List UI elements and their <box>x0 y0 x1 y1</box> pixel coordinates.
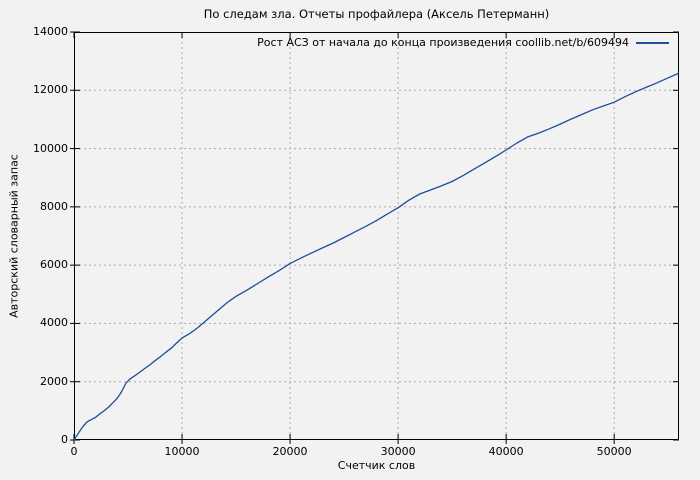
x-tick-label: 0 <box>70 445 78 458</box>
legend-label: Рост АСЗ от начала до конца произведения… <box>257 36 629 49</box>
y-tick-label: 12000 <box>33 83 68 97</box>
x-tick-label: 10000 <box>164 445 200 458</box>
plot-canvas <box>70 31 680 444</box>
series-line <box>73 72 680 441</box>
x-axis-title: Счетчик слов <box>337 459 416 472</box>
y-tick-label: 14000 <box>33 25 68 38</box>
x-tick-label: 50000 <box>596 445 632 458</box>
x-tick-label: 30000 <box>380 445 416 458</box>
y-tick-label: 8000 <box>40 199 68 213</box>
x-tick-label: 40000 <box>488 445 524 458</box>
y-axis-title: Авторский словарный запас <box>7 154 21 318</box>
plot-area: Рост АСЗ от начала до конца произведения… <box>70 31 680 444</box>
chart-title: По следам зла. Отчеты профайлера (Аксель… <box>203 7 550 21</box>
y-tick-label: 10000 <box>33 141 68 155</box>
x-tick-label: 20000 <box>272 445 308 458</box>
y-tick-label: 6000 <box>40 258 68 272</box>
plot-border <box>74 32 679 440</box>
y-tick-label: 2000 <box>40 374 68 388</box>
legend-line-sample <box>636 41 669 44</box>
y-tick-label: 0 <box>61 433 68 446</box>
y-tick-label: 4000 <box>40 316 68 330</box>
legend: Рост АСЗ от начала до конца произведения… <box>257 36 669 49</box>
